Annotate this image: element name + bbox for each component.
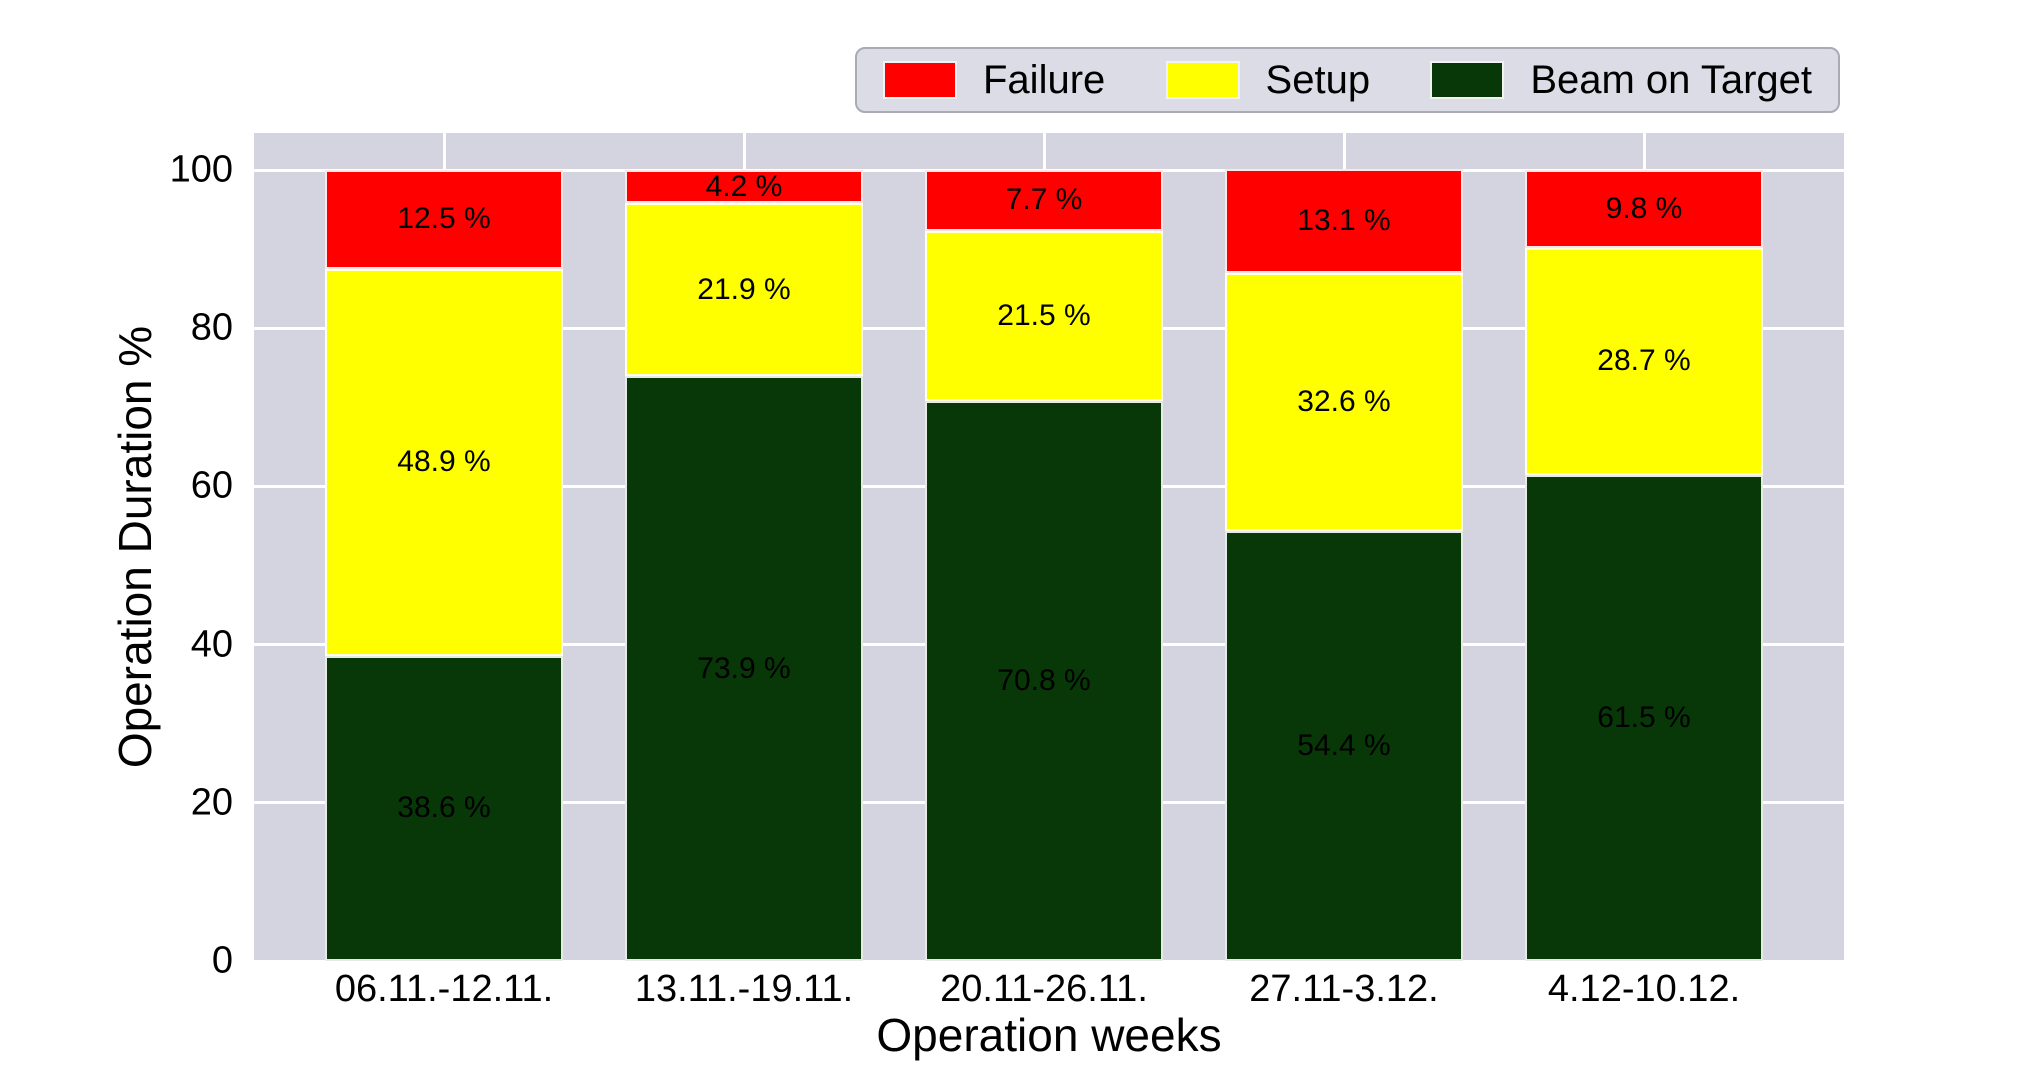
bar: 73.9 % 21.9 % 4.2 % — [625, 170, 863, 961]
y-tick-label: 60 — [190, 464, 233, 507]
bar-segment-label: 7.7 % — [1005, 183, 1083, 217]
bar-segment-label: 21.5 % — [997, 298, 1091, 332]
y-tick-label: 40 — [190, 623, 233, 666]
bar: 61.5 % 28.7 % 9.8 % — [1525, 170, 1763, 961]
bar-segment: 9.8 % — [1525, 170, 1763, 248]
x-tick-label: 06.11.-12.11. — [334, 968, 554, 1010]
y-tick-label: 80 — [190, 306, 233, 349]
bar-segment: 48.9 % — [325, 268, 563, 656]
legend-item: Setup — [1165, 57, 1371, 103]
legend-label: Failure — [983, 57, 1106, 102]
bar-segment-label: 9.8 % — [1605, 191, 1683, 225]
bar-segment: 12.5 % — [325, 170, 563, 269]
bar-segment-label: 28.7 % — [1597, 344, 1691, 378]
x-tick-label: 4.12-10.12. — [1547, 968, 1741, 1010]
bar-segment: 70.8 % — [925, 400, 1163, 961]
x-tick-label: 13.11.-19.11. — [634, 968, 854, 1010]
y-tick-label: 100 — [169, 148, 233, 191]
bar-segment-label: 32.6 % — [1297, 384, 1391, 418]
bar-segment: 54.4 % — [1225, 530, 1463, 961]
bar-segment-label: 73.9 % — [697, 651, 791, 685]
bar-segment-label: 12.5 % — [397, 202, 491, 236]
bar-segment-label: 21.9 % — [697, 272, 791, 306]
bar-segment: 73.9 % — [625, 376, 863, 961]
y-tick-label: 0 — [211, 939, 233, 982]
bar-segment-label: 4.2 % — [705, 169, 783, 203]
bar: 54.4 % 32.6 % 13.1 % — [1225, 169, 1463, 961]
bar-segment-label: 38.6 % — [397, 791, 491, 825]
legend-swatch — [1430, 61, 1505, 99]
y-axis-label: Operation Duration % — [109, 325, 161, 769]
x-axis-label: Operation weeks — [876, 1009, 1222, 1061]
bar-segment: 38.6 % — [325, 655, 563, 961]
legend: Failure Setup Beam on Target — [855, 47, 1840, 113]
bar-segment-label: 70.8 % — [997, 663, 1091, 697]
bar-segment: 21.5 % — [925, 230, 1163, 401]
bar: 38.6 % 48.9 % 12.5 % — [325, 170, 563, 961]
legend-swatch — [1165, 61, 1240, 99]
legend-label: Setup — [1265, 57, 1371, 102]
bar-segment-label: 13.1 % — [1297, 204, 1391, 238]
x-tick-label: 20.11-26.11. — [940, 968, 1148, 1010]
bar-segment: 13.1 % — [1225, 169, 1463, 273]
bar-segment: 7.7 % — [925, 170, 1163, 231]
legend-item: Failure — [883, 58, 1105, 103]
plot-area: 38.6 % 48.9 % 12.5 % 73.9 % 21.9 % 4.2 % 70.8 … — [254, 133, 1844, 961]
bar-segment: 21.9 % — [625, 203, 863, 377]
bar-segment-label: 54.4 % — [1297, 728, 1391, 762]
bar-segment: 61.5 % — [1525, 474, 1763, 961]
bar-segment: 4.2 % — [625, 169, 863, 204]
y-tick-label: 20 — [190, 781, 233, 824]
bar-segment-label: 61.5 % — [1597, 700, 1691, 734]
x-tick-label: 27.11-3.12. — [1249, 968, 1439, 1010]
bar-segment: 32.6 % — [1225, 272, 1463, 531]
bar-segment-label: 48.9 % — [397, 445, 491, 479]
legend-swatch — [883, 61, 957, 99]
bar: 70.8 % 21.5 % 7.7 % — [925, 170, 1163, 961]
legend-label: Beam on Target — [1530, 57, 1812, 102]
bar-segment: 28.7 % — [1525, 247, 1763, 475]
legend-item: Beam on Target — [1430, 58, 1812, 103]
gridline-horizontal — [254, 168, 1844, 172]
